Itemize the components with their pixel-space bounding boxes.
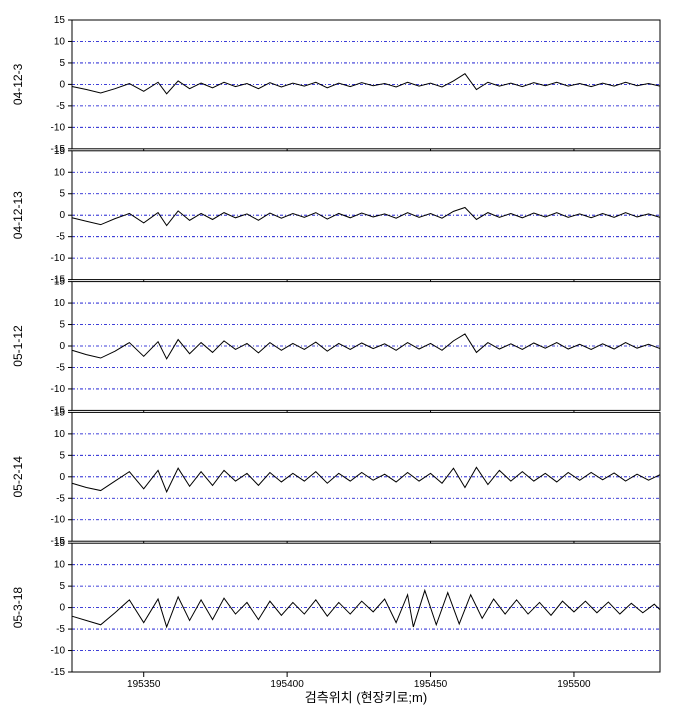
y-tick-label: -5 bbox=[56, 493, 65, 504]
y-tick-label: -10 bbox=[51, 384, 66, 395]
y-tick-label: -15 bbox=[51, 667, 66, 678]
y-tick-label: 0 bbox=[59, 603, 65, 614]
panel-label-0: 04-12-3 bbox=[11, 63, 25, 105]
y-tick-label: -10 bbox=[51, 515, 66, 526]
y-tick-label: 10 bbox=[54, 36, 66, 47]
chart-svg: -15 -10 -5 0 5 10 15 195350 195400 195450 195500 04… bbox=[0, 0, 678, 712]
y-tick-label: -10 bbox=[51, 646, 66, 657]
y-tick-label: 0 bbox=[59, 341, 65, 352]
y-tick-label: 15 bbox=[54, 538, 66, 549]
y-tick-label: -5 bbox=[56, 362, 65, 373]
y-tick-label: 5 bbox=[59, 189, 65, 200]
y-tick-label: 10 bbox=[54, 560, 66, 571]
y-tick-label: 15 bbox=[54, 277, 66, 288]
y-tick-label: 10 bbox=[54, 429, 66, 440]
y-tick-label: 10 bbox=[54, 167, 66, 178]
y-tick-label: 15 bbox=[54, 15, 66, 26]
x-axis-title: 검측위치 (현장키로;m) bbox=[305, 690, 427, 705]
y-tick-label: -10 bbox=[51, 122, 66, 133]
y-tick-label: -5 bbox=[56, 624, 65, 635]
y-tick-label: -5 bbox=[56, 232, 65, 243]
y-tick-label: 0 bbox=[59, 79, 65, 90]
x-tick-label: 195350 bbox=[127, 679, 161, 690]
y-tick-label: -5 bbox=[56, 101, 65, 112]
y-tick-label: 0 bbox=[59, 472, 65, 483]
chart-container: -15 -10 -5 0 5 10 15 195350 195400 195450 195500 04… bbox=[0, 0, 678, 712]
y-tick-label: 5 bbox=[59, 581, 65, 592]
y-tick-label: 15 bbox=[54, 146, 66, 157]
x-tick-label: 195500 bbox=[557, 679, 591, 690]
y-tick-label: -10 bbox=[51, 253, 66, 264]
y-tick-label: 15 bbox=[54, 407, 66, 418]
y-tick-label: 5 bbox=[59, 450, 65, 461]
y-tick-label: 5 bbox=[59, 320, 65, 331]
y-tick-label: 5 bbox=[59, 58, 65, 69]
panel-label-2: 05-1-12 bbox=[11, 325, 25, 367]
y-tick-label: 10 bbox=[54, 298, 66, 309]
x-tick-label: 195450 bbox=[414, 679, 448, 690]
panel-label-1: 04-12-13 bbox=[11, 191, 25, 239]
panel-label-4: 05-3-18 bbox=[11, 587, 25, 629]
x-tick-label: 195400 bbox=[270, 679, 304, 690]
panel-label-3: 05-2-14 bbox=[11, 456, 25, 498]
y-tick-label: 0 bbox=[59, 210, 65, 221]
